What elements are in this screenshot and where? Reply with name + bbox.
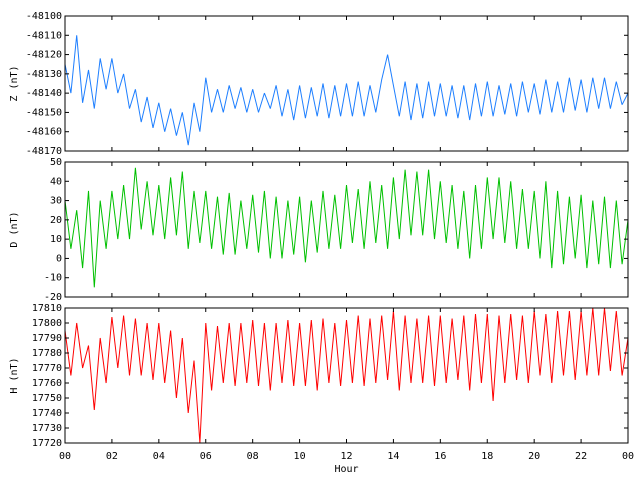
y-tick-label: -20 [44,292,62,303]
y-tick-label: -10 [44,273,62,284]
y-tick-label: 17730 [32,423,62,434]
x-tick-label: 00 [59,451,71,462]
x-tick-label: 22 [575,451,587,462]
y-tick-label: 17720 [32,438,62,449]
y-axis-label: D (nT) [9,211,20,247]
y-tick-label: 20 [50,215,62,226]
x-tick-label: 16 [434,451,446,462]
plot-frame [64,307,629,444]
y-axis-label: H (nT) [9,357,20,393]
y-tick-label: 30 [50,196,62,207]
x-tick-label: 04 [153,451,165,462]
y-tick-label: 17800 [32,318,62,329]
x-tick-label: 14 [387,451,399,462]
x-tick-label: 00 [622,451,634,462]
y-axis-label: Z (nT) [9,65,20,101]
y-tick-label: -48170 [26,146,62,157]
y-tick-label: -48100 [26,11,62,22]
y-tick-label: 17750 [32,393,62,404]
x-axis-label: Hour [334,464,358,475]
y-tick-label: 17740 [32,408,62,419]
plot-frame [64,161,629,298]
y-tick-label: -48130 [26,69,62,80]
x-tick-label: 08 [247,451,259,462]
x-tick-label: 06 [200,451,212,462]
y-tick-label: 50 [50,157,62,168]
y-tick-label: 0 [56,253,62,264]
y-tick-label: 17770 [32,363,62,374]
y-tick-label: 10 [50,234,62,245]
y-tick-label: -48110 [26,30,62,41]
y-tick-label: -48140 [26,88,62,99]
y-tick-label: -48160 [26,127,62,138]
x-tick-label: 20 [528,451,540,462]
y-tick-label: 17780 [32,348,62,359]
x-tick-label: 12 [340,451,352,462]
y-tick-label: -48120 [26,50,62,61]
x-tick-label: 10 [294,451,306,462]
y-tick-label: 40 [50,176,62,187]
x-tick-label: 02 [106,451,118,462]
data-line [64,307,629,444]
y-tick-label: 17790 [32,333,62,344]
y-tick-label: 17760 [32,378,62,389]
x-tick-label: 18 [481,451,493,462]
data-line [64,167,629,288]
y-tick-label: 17810 [32,303,62,314]
y-tick-label: -48150 [26,107,62,118]
data-line [64,35,629,146]
